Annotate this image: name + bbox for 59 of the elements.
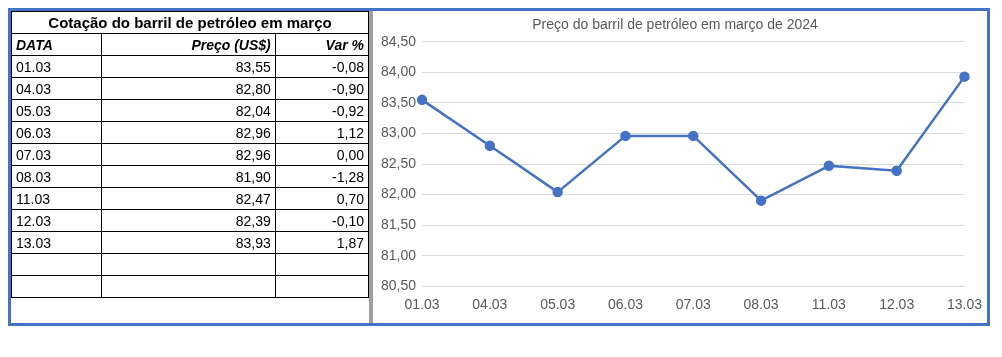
x-tick-label: 05.03 [540,296,576,313]
category-label: 04.03 [11,77,102,100]
data-label: 82,96 [101,121,276,144]
data-label: 82,47 [101,187,276,210]
data-label: 82,39 [101,209,276,232]
x-tick-label: 06.03 [607,296,644,313]
point [823,160,835,172]
point [755,195,767,206]
data-label: 83,93 [101,231,276,254]
category-label: 11.03 [11,187,102,210]
x-tick-label: 11.03 [811,296,847,313]
data-label: 82,96 [101,143,276,166]
x-tick-label: 08.03 [743,296,779,313]
data-label: -0,92 [275,99,369,122]
y-tick-label: 82,50 [380,154,417,171]
category-label: 06.03 [11,121,102,144]
y-tick-label: 83,00 [380,124,417,141]
y-tick-label: 81,50 [380,215,417,232]
x-tick-label: 13.03 [946,296,983,313]
point [620,130,631,142]
y-tick-label: 84,50 [380,32,417,49]
data-label: 1,12 [275,121,369,144]
data-label: -0,08 [275,55,369,78]
text: Cotação do barril de petróleo em março [11,11,369,34]
point [688,130,699,142]
text: Var % [275,33,369,56]
y-tick-label: 84,00 [380,63,417,80]
data-label: 82,04 [101,99,276,122]
category-label: 13.03 [11,231,102,254]
category-label: 01.03 [11,55,102,78]
point [891,165,902,176]
data-label: 1,87 [275,231,369,254]
category-label: 08.03 [11,165,102,188]
chart-title: Preço do barril de petróleo em março de 2024 [532,16,819,33]
text: DATA [11,33,102,56]
category-label: 07.03 [11,143,102,166]
y-tick-label: 83,50 [380,93,417,110]
point [416,94,428,106]
x-tick-label: 07.03 [675,296,711,313]
data-label: 0,70 [275,187,369,210]
point [484,140,496,151]
x-tick-label: 12.03 [879,296,915,313]
category-label: 12.03 [11,209,102,232]
data-label: -1,28 [275,165,369,188]
data-label: -0,90 [275,77,369,100]
data-label: -0,10 [275,209,369,232]
point [959,71,970,82]
data-label: 83,55 [101,55,276,78]
x-tick-label: 04.03 [472,296,508,313]
point [552,186,563,198]
y-tick-label: 81,00 [380,246,417,263]
data-label: 81,90 [101,165,276,188]
x-tick-label: 01.03 [404,296,440,313]
y-tick-label: 80,50 [380,277,417,294]
data-label: 82,80 [101,77,276,100]
category-label: 05.03 [11,99,102,122]
data-label: 0,00 [275,143,369,166]
text: Preço (US$) [101,33,276,56]
y-tick-label: 82,00 [380,185,417,202]
